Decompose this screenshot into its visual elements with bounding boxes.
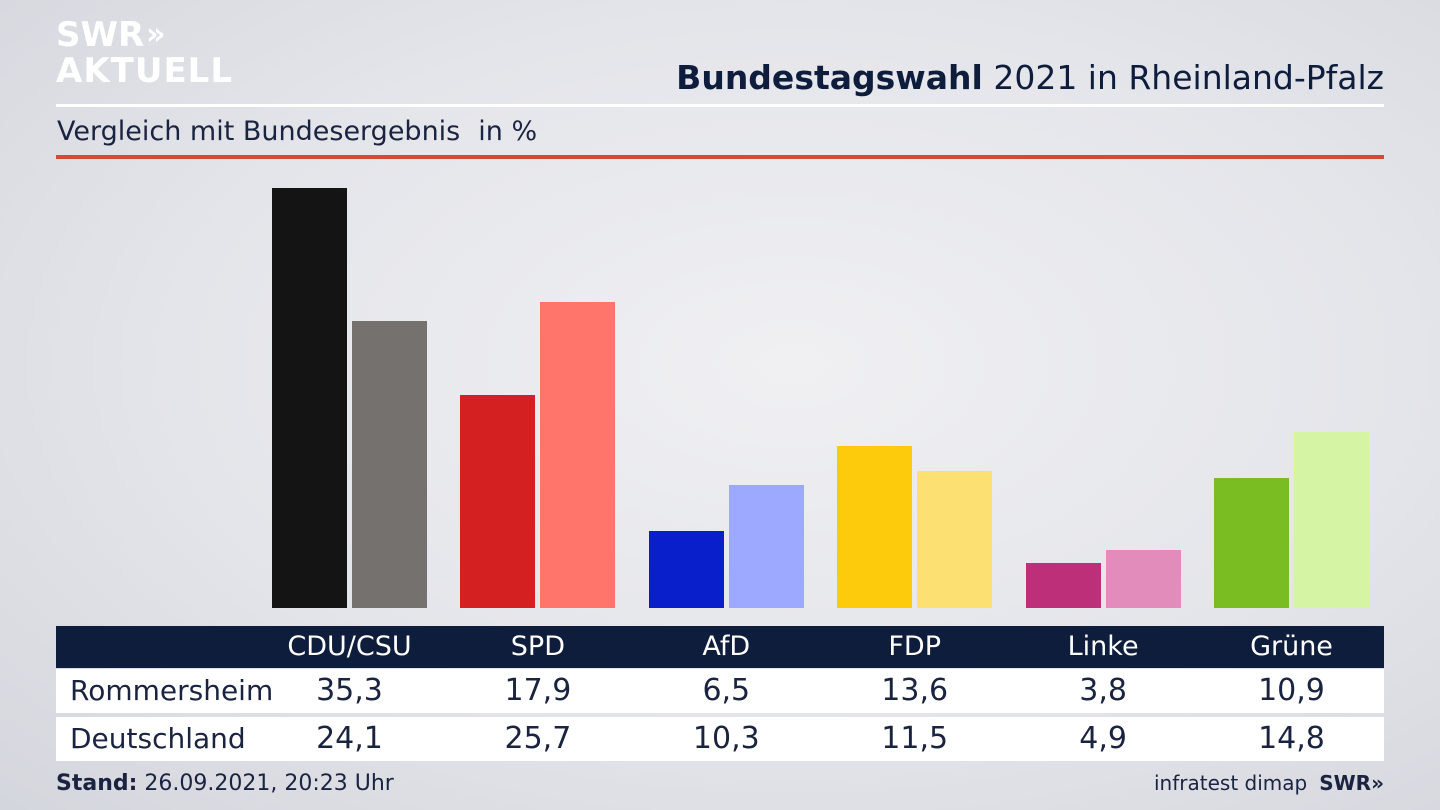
bar-rommersheim-5 <box>1214 478 1289 608</box>
table-cell: 6,5 <box>702 673 751 708</box>
page-title: Bundestagswahl 2021 in Rheinland-Pfalz <box>676 58 1384 97</box>
swr-aktuell-logo: SWR» AKTUELL <box>56 18 233 88</box>
table-cell: 3,8 <box>1079 673 1127 708</box>
table-cell: 24,1 <box>316 721 383 756</box>
table-cell: 13,6 <box>881 673 949 708</box>
column-header: CDU/CSU <box>287 631 412 662</box>
source-text: infratest dimap <box>1154 771 1308 795</box>
bar-deutschland-2 <box>728 485 804 608</box>
subtitle-text: Vergleich mit Bundesergebnis <box>57 116 461 147</box>
column-header: Linke <box>1067 631 1139 662</box>
stand-label: Stand: <box>56 771 138 796</box>
table-cell: 10,9 <box>1258 673 1325 708</box>
source-credit: infratest dimap SWR» <box>1154 771 1384 795</box>
column-header: FDP <box>888 631 941 662</box>
bar-deutschland-4 <box>1105 549 1181 608</box>
bar-deutschland-5 <box>1294 431 1369 608</box>
table-row: Rommersheim 35,3 17,9 6,5 13,6 3,8 10,9 <box>56 669 1384 713</box>
column-header: SPD <box>510 631 565 662</box>
stand-value: 26.09.2021, 20:23 Uhr <box>144 771 394 796</box>
chart-subtitle: Vergleich mit Bundesergebnis in % <box>57 116 537 147</box>
table-cell: 17,9 <box>504 673 572 708</box>
subtitle-divider <box>56 155 1384 159</box>
logo-chevron-icon: » <box>146 17 166 52</box>
logo-swr: SWR <box>56 15 145 55</box>
table-row: Deutschland 24,1 25,7 10,3 11,5 4,9 14,8 <box>56 717 1384 761</box>
table-cell: 35,3 <box>316 673 383 708</box>
row-label-deutschland: Deutschland <box>70 722 246 755</box>
timestamp: Stand: 26.09.2021, 20:23 Uhr <box>56 771 394 796</box>
bar-rommersheim-0 <box>272 188 347 608</box>
bar-deutschland-3 <box>917 471 993 608</box>
column-header: AfD <box>702 631 751 662</box>
bar-rommersheim-2 <box>648 530 724 608</box>
table-cell: 14,8 <box>1258 721 1325 756</box>
bar-rommersheim-3 <box>837 446 913 608</box>
table-header: CDU/CSU SPD AfD FDP Linke Grüne <box>56 626 1384 668</box>
bar-deutschland-0 <box>352 321 427 608</box>
title-bold: Bundestagswahl <box>676 58 983 97</box>
row-label-rommersheim: Rommersheim <box>70 674 274 707</box>
swr-brand: SWR» <box>1319 771 1384 795</box>
table-cell: 10,3 <box>692 721 760 756</box>
table-cell: 11,5 <box>881 721 949 756</box>
logo-aktuell: AKTUELL <box>56 51 234 91</box>
subtitle-unit: in % <box>478 116 538 147</box>
table-cell: 25,7 <box>504 721 572 756</box>
header-divider <box>56 104 1384 107</box>
title-rest: 2021 in Rheinland-Pfalz <box>993 58 1384 97</box>
bar-rommersheim-4 <box>1025 562 1101 608</box>
column-header: Grüne <box>1250 631 1333 662</box>
bar-deutschland-1 <box>540 302 616 608</box>
table-cell: 4,9 <box>1079 721 1127 756</box>
bar-rommersheim-1 <box>460 395 536 608</box>
